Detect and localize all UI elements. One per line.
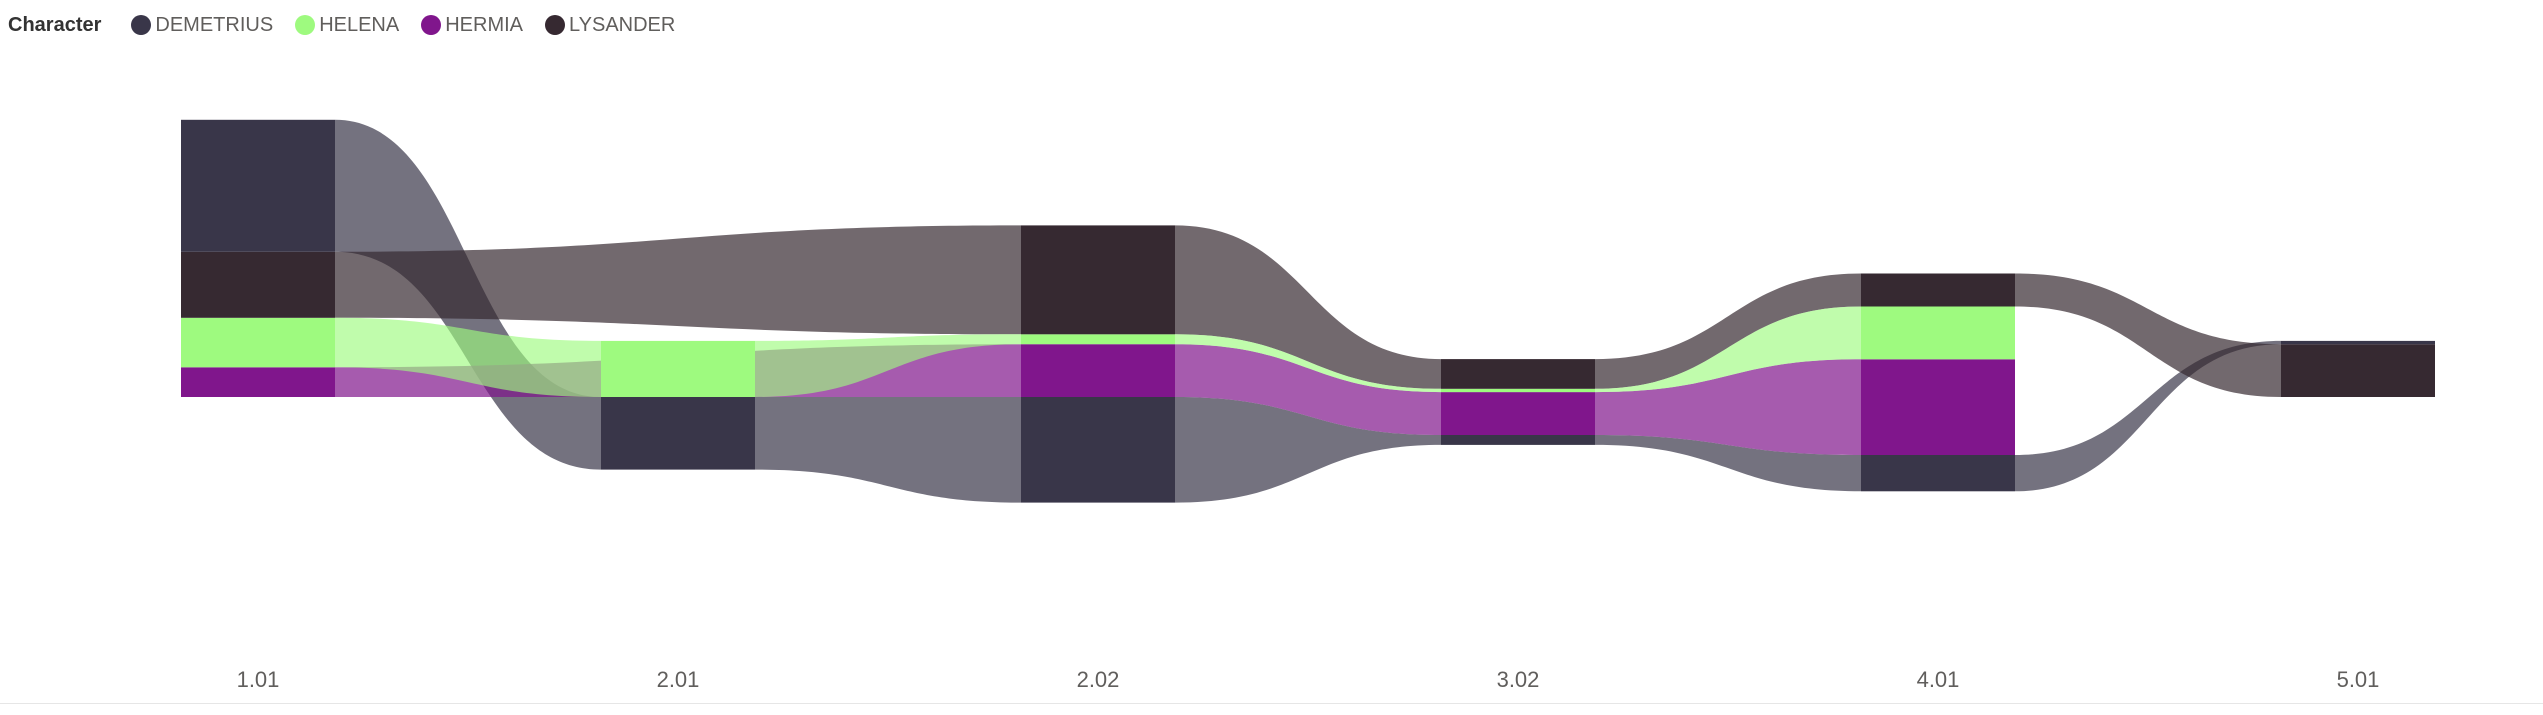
bar-segment-helena-3.02[interactable] [1441,388,1595,393]
bar-segment-demetrius-3.02[interactable] [1441,435,1595,445]
x-tick-label: 2.02 [1077,667,1120,692]
ribbon-helena-1.01-to-2.01[interactable] [335,317,601,397]
legend-label-helena: HELENA [319,13,400,36]
bar-segment-demetrius-5.01[interactable] [2281,340,2435,345]
ribbon-helena-2.02-to-3.02[interactable] [1175,334,1441,393]
bar-segment-demetrius-1.01[interactable] [181,119,335,252]
bar-segment-lysander-3.02[interactable] [1441,359,1595,389]
x-tick-label: 1.01 [237,667,280,692]
bar-segment-hermia-4.01[interactable] [1861,359,2015,455]
bar-segment-lysander-2.02[interactable] [1021,225,1175,335]
ribbons-layer [335,119,2281,503]
legend-swatch-helena [295,15,316,35]
x-tick-label: 4.01 [1917,667,1960,692]
legend-swatch-demetrius [131,15,152,35]
ribbon-demetrius-2.02-to-3.02[interactable] [1175,397,1441,503]
ribbon-lysander-3.02-to-4.01[interactable] [1595,273,1861,389]
bars-layer [181,119,2435,503]
bar-segment-hermia-1.01[interactable] [181,367,335,397]
legend-item-helena[interactable]: HELENA [295,14,399,37]
ribbon-lysander-4.01-to-5.01[interactable] [2015,273,2281,398]
bar-segment-helena-1.01[interactable] [181,317,335,368]
ribbon-hermia-2.02-to-3.02[interactable] [1175,344,1441,435]
bar-segment-lysander-5.01[interactable] [2281,344,2435,397]
ribbon-helena-2.01-to-2.02[interactable] [755,334,1021,397]
bar-segment-demetrius-2.01[interactable] [601,397,755,470]
legend-label-demetrius: DEMETRIUS [155,13,274,36]
legend-item-lysander[interactable]: LYSANDER [545,14,675,37]
bar-segment-helena-2.02[interactable] [1021,334,1175,345]
x-tick-label: 3.02 [1497,667,1540,692]
bar-segment-hermia-2.02[interactable] [1021,344,1175,397]
x-tick-label: 2.01 [657,667,700,692]
bar-segment-demetrius-4.01[interactable] [1861,455,2015,492]
ribbon-demetrius-2.01-to-2.02[interactable] [755,397,1021,503]
legend-label-lysander: LYSANDER [569,13,676,36]
legend-swatch-hermia [421,15,442,35]
bar-segment-helena-2.01[interactable] [601,340,755,397]
bar-segment-hermia-3.02[interactable] [1441,392,1595,435]
x-axis-tick-labels: 1.01 2.01 2.02 3.02 4.01 5.01 [237,667,2380,692]
axis-baseline [0,703,2543,704]
bar-segment-demetrius-2.02[interactable] [1021,397,1175,503]
legend-item-hermia[interactable]: HERMIA [421,14,523,37]
bar-segment-lysander-1.01[interactable] [181,251,335,318]
ribbon-demetrius-3.02-to-4.01[interactable] [1595,435,1861,492]
legend-item-demetrius[interactable]: DEMETRIUS [131,14,273,37]
legend-swatch-lysander [545,15,566,35]
bar-segment-helena-4.01[interactable] [1861,306,2015,360]
x-tick-label: 5.01 [2337,667,2380,692]
ribbon-lysander-2.02-to-3.02[interactable] [1175,225,1441,389]
ribbon-lysander-1.01-to-2.02[interactable] [335,225,1021,335]
ribbon-hermia-3.02-to-4.01[interactable] [1595,359,1861,455]
ribbon-demetrius-4.01-to-5.01[interactable] [2015,340,2281,492]
legend-title: Character [8,13,102,36]
bar-segment-lysander-4.01[interactable] [1861,273,2015,307]
legend: Character DEMETRIUS HELENA HERMIA LYSAND… [8,10,697,40]
legend-label-hermia: HERMIA [445,13,524,36]
ribbon-helena-3.02-to-4.01[interactable] [1595,306,1861,393]
